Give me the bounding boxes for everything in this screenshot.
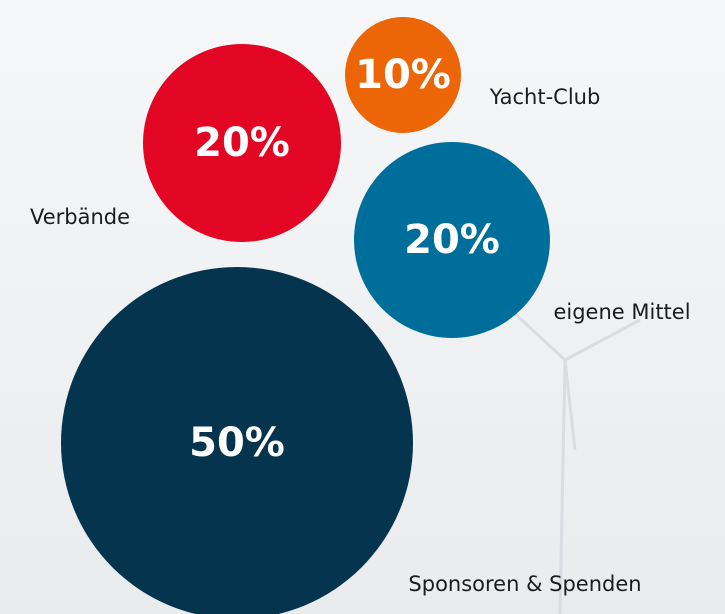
chart: 10% Yacht-Club 20% Verbände 20% eigene Mittel… [0, 0, 725, 614]
value-label: 20% [194, 120, 290, 166]
value-label: 20% [404, 217, 500, 263]
category-label: Sponsoren & Spenden [408, 572, 641, 596]
category-label: eigene Mittel [553, 300, 690, 324]
category-label: Verbände [30, 205, 130, 229]
value-label: 50% [189, 420, 285, 466]
category-label: Yacht-Club [489, 85, 601, 109]
value-label: 10% [355, 52, 451, 98]
